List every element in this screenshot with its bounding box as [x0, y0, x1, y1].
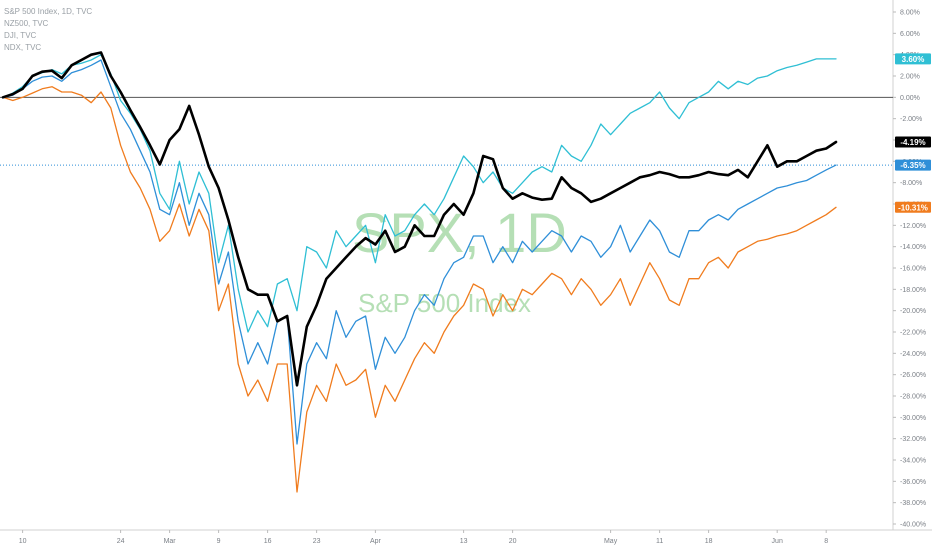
y-tick-label: 8.00% [900, 10, 920, 17]
reference-lines [0, 96, 893, 166]
last-value-badge-nz: 3.60% [895, 53, 931, 65]
y-tick-label: -30.00% [900, 415, 926, 422]
y-tick-label: -28.00% [900, 394, 926, 401]
y-tick-label: -16.00% [900, 266, 926, 273]
grid [0, 0, 932, 531]
y-tick-label: 2.00% [900, 74, 920, 81]
svg-text:-4.19%: -4.19% [900, 138, 925, 147]
y-tick-label: -26.00% [900, 372, 926, 379]
y-tick-label: -20.00% [900, 308, 926, 315]
y-tick-label: -12.00% [900, 223, 926, 230]
series-line-spx[interactable] [1, 51, 838, 387]
y-tick-label: -24.00% [900, 351, 926, 358]
y-tick-label: 6.00% [900, 31, 920, 38]
watermark-name: S&P 500 Index [358, 288, 531, 318]
svg-text:-10.31%: -10.31% [898, 203, 928, 212]
x-tick-label: 20 [509, 538, 517, 545]
x-tick-label: May [604, 538, 618, 545]
x-tick-label: 24 [117, 538, 125, 545]
x-tick-label: 9 [217, 538, 221, 545]
legend-item-dji[interactable]: DJI, TVC [4, 31, 37, 40]
legend: S&P 500 Index, 1D, TVC NZ500, TVC DJI, T… [4, 6, 92, 54]
last-value-badge-ndx: -10.31% [895, 201, 931, 213]
y-tick-label: -40.00% [900, 522, 926, 529]
y-tick-label: -36.00% [900, 479, 926, 486]
y-tick-label: -32.00% [900, 436, 926, 443]
series-lines[interactable] [1, 51, 838, 493]
last-value-badge-spx: -4.19% [895, 136, 931, 148]
x-tick-label: Mar [164, 538, 177, 545]
y-tick-label: -2.00% [900, 116, 922, 123]
legend-item-spx[interactable]: S&P 500 Index, 1D, TVC [4, 7, 93, 16]
svg-text:-6.35%: -6.35% [900, 161, 925, 170]
series-line-dji[interactable] [2, 59, 837, 445]
x-tick-label: 11 [656, 538, 663, 545]
x-tick-label: Jun [772, 538, 783, 545]
x-tick-label: 18 [705, 538, 713, 545]
svg-text:3.60%: 3.60% [902, 55, 925, 64]
legend-item-ndx[interactable]: NDX, TVC [4, 43, 42, 52]
y-tick-label: -22.00% [900, 330, 926, 337]
last-value-badges: 3.60% -4.19% -6.35% -10.31% [895, 53, 931, 213]
x-tick-label: 8 [824, 538, 828, 545]
y-tick-label: -38.00% [900, 500, 926, 507]
y-tick-label: -34.00% [900, 458, 926, 465]
x-tick-label: 16 [264, 538, 272, 545]
y-tick-label: -14.00% [900, 244, 926, 251]
x-tick-label: 10 [19, 538, 27, 545]
y-tick-label: -18.00% [900, 287, 926, 294]
y-tick-label: 0.00% [900, 95, 920, 102]
price-scale[interactable]: 8.00%6.00%4.00%2.00%0.00%-2.00%-4.00%-6.… [893, 10, 926, 529]
series-line-ndx[interactable] [2, 86, 837, 493]
x-tick-label: Apr [370, 538, 382, 545]
x-tick-label: 23 [313, 538, 321, 545]
y-tick-label: -8.00% [900, 180, 922, 187]
last-value-badge-dji: -6.35% [895, 159, 931, 171]
legend-item-nz500[interactable]: NZ500, TVC [4, 19, 49, 28]
x-tick-label: 13 [460, 538, 468, 545]
time-scale[interactable]: 10 24 Mar 9 16 23 Apr 13 20 May 11 18 Jun 8 [19, 530, 829, 545]
